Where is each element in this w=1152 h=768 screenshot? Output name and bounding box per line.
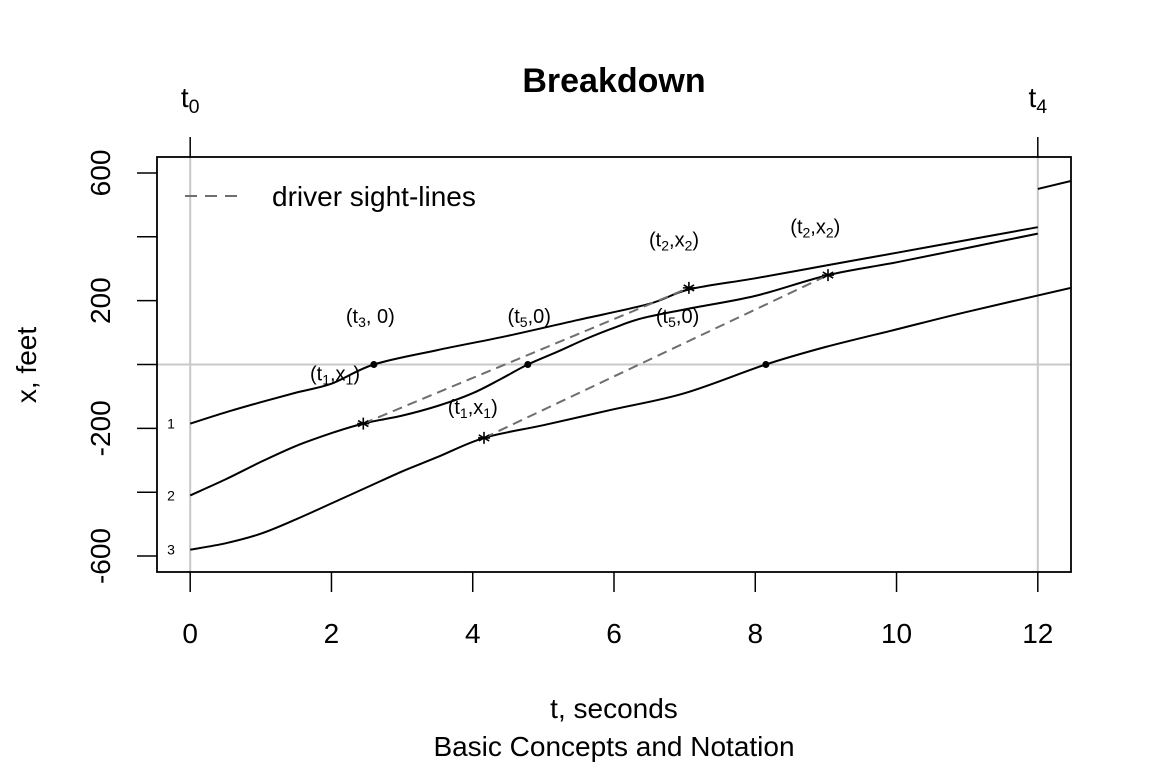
y-tick-label-6: 600: [85, 150, 116, 197]
legend-label: driver sight-lines: [272, 181, 476, 212]
top-marker-label-0: t0: [181, 82, 200, 118]
point-annotation-3: (t1,x1): [310, 363, 360, 387]
y-axis-label: x, feet: [11, 327, 42, 403]
point-annotation-0: (t3, 0): [346, 306, 395, 330]
point-annotation-2: (t5,0): [656, 306, 699, 330]
crossing-dot-0: [370, 361, 378, 368]
point-annotation-1: (t5,0): [508, 306, 551, 330]
series-label-3: 3: [167, 542, 175, 558]
plot-frame: [156, 156, 1072, 573]
top-marker-label-1: t4: [1028, 82, 1047, 118]
sight-line-0: [362, 286, 690, 425]
star-marker-0: [357, 417, 370, 430]
point-annotation-4: (t1,x1): [448, 397, 498, 421]
crossing-dot-2: [762, 361, 770, 368]
series-label-1: 1: [167, 416, 175, 432]
x-tick-label-1: 2: [324, 618, 340, 649]
x-tick-label-0: 0: [182, 618, 198, 649]
star-marker-2: [682, 281, 695, 294]
sight-line-1: [483, 274, 829, 439]
crossing-dot-1: [524, 361, 532, 368]
x-tick-label-5: 10: [881, 618, 912, 649]
chart-subtitle: Basic Concepts and Notation: [433, 731, 794, 762]
x-axis-label: t, seconds: [550, 693, 678, 724]
chart-title: Breakdown: [522, 62, 705, 100]
x-tick-label-3: 6: [606, 618, 622, 649]
star-marker-3: [822, 269, 835, 282]
extra-segment: [1037, 179, 1071, 190]
series-label-2: 2: [167, 487, 175, 503]
point-annotation-5: (t2,x2): [649, 229, 699, 253]
x-tick-label-4: 8: [747, 618, 763, 649]
x-tick-label-2: 4: [465, 618, 481, 649]
y-tick-label-4: 200: [85, 277, 116, 324]
x-tick-label-6: 12: [1022, 618, 1053, 649]
series-line-3: [190, 286, 1071, 551]
y-tick-label-0: -600: [85, 528, 116, 584]
star-marker-1: [478, 431, 491, 444]
y-tick-label-2: -200: [85, 400, 116, 456]
series-line-1: [189, 226, 1038, 425]
point-annotation-6: (t2,x2): [790, 217, 840, 241]
